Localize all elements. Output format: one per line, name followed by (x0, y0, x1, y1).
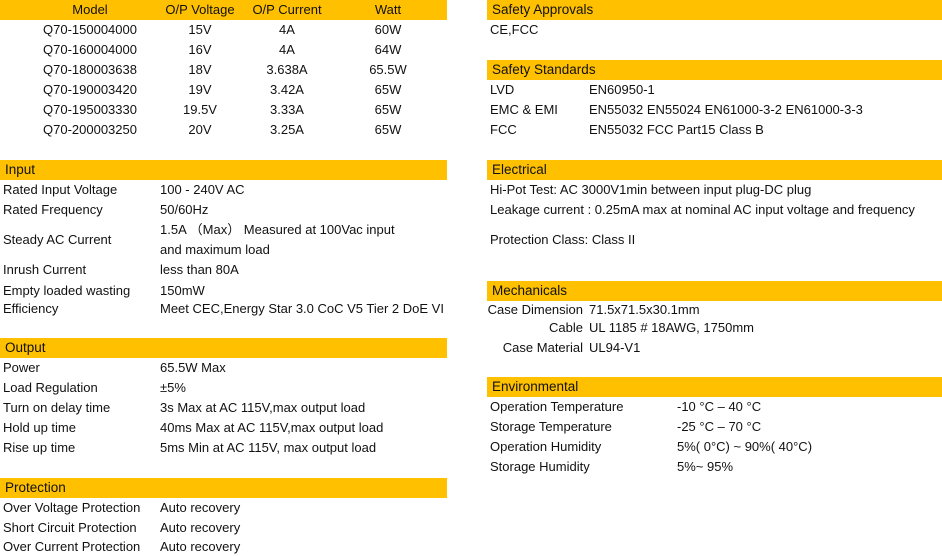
input-label: Rated Frequency (3, 202, 103, 217)
model-cell: Q70-160004000 (43, 42, 137, 57)
column-header: O/P Current (252, 2, 322, 17)
safety_standards-value: EN60950-1 (589, 82, 655, 97)
input-value: Meet CEC,Energy Star 3.0 CoC V5 Tier 2 D… (160, 301, 444, 316)
output-label: Hold up time (3, 420, 76, 435)
environmental-header: Environmental (487, 377, 942, 397)
environmental-label: Operation Temperature (490, 399, 624, 414)
input-value: 150mW (160, 283, 205, 298)
model-cell: 64W (374, 42, 402, 57)
safety_standards-label: EMC & EMI (490, 102, 558, 117)
electrical-row: Hi-Pot Test: AC 3000V1min between input … (490, 182, 812, 197)
electrical-row: Protection Class: Class II (490, 232, 636, 247)
model-cell: 19.5V (183, 102, 217, 117)
mechanicals-label: Cable (549, 320, 583, 335)
input-value-cont: and maximum load (160, 242, 270, 257)
input-value: less than 80A (160, 262, 239, 277)
output-label: Turn on delay time (3, 400, 111, 415)
input-label: Empty loaded wasting (3, 283, 131, 298)
mechanicals-label: Case Material (502, 340, 583, 355)
model-cell: 65W (374, 102, 402, 117)
protection-header: Protection (0, 478, 447, 498)
model-cell: Q70-195003330 (43, 102, 137, 117)
output-label: Power (3, 360, 40, 375)
mechanicals-value: UL 1185 # 18AWG, 1750mm (589, 320, 754, 335)
protection-value: Auto recovery (160, 539, 241, 554)
column-header: Model (72, 2, 108, 17)
output-value: 3s Max at AC 115V,max output load (160, 400, 366, 415)
environmental-value: -10 °C – 40 °C (677, 399, 762, 414)
output-header: Output (0, 338, 447, 358)
model-cell: Q70-190003420 (43, 82, 137, 97)
output-label: Rise up time (3, 440, 76, 455)
protection-label: Short Circuit Protection (3, 520, 137, 535)
input-label: Inrush Current (3, 262, 87, 277)
mechanicals-value: UL94-V1 (589, 340, 641, 355)
model-cell: Q70-180003638 (43, 62, 137, 77)
input-label: Efficiency (3, 301, 59, 316)
model-cell: 65W (374, 122, 402, 137)
input-value: 50/60Hz (160, 202, 209, 217)
model-cell: 3.42A (270, 82, 304, 97)
output-value: ±5% (160, 380, 186, 395)
models-header-bar (0, 0, 447, 20)
model-cell: 65.5W (369, 62, 407, 77)
output-value: 40ms Max at AC 115V,max output load (160, 420, 384, 435)
input-header: Input (0, 160, 447, 180)
input-label: Steady AC Current (3, 232, 112, 247)
electrical-header: Electrical (487, 160, 942, 180)
output-label: Load Regulation (3, 380, 98, 395)
model-cell: 18V (188, 62, 212, 77)
model-cell: 60W (374, 22, 402, 37)
mechanicals-value: 71.5x71.5x30.1mm (589, 302, 700, 317)
model-cell: 65W (374, 82, 402, 97)
model-cell: Q70-200003250 (43, 122, 137, 137)
column-header: O/P Voltage (165, 2, 235, 17)
mechanicals-header: Mechanicals (487, 281, 942, 301)
model-cell: 4A (279, 22, 295, 37)
protection-label: Over Voltage Protection (3, 500, 141, 515)
model-cell: 15V (188, 22, 212, 37)
column-header: Watt (374, 2, 402, 17)
mechanicals-label: Case Dimension (487, 302, 583, 317)
safety_standards-value: EN55032 EN55024 EN61000-3-2 EN61000-3-3 (589, 102, 863, 117)
safety_approvals-row: CE,FCC (490, 22, 539, 37)
environmental-label: Operation Humidity (490, 439, 602, 454)
model-cell: 4A (279, 42, 295, 57)
environmental-label: Storage Humidity (490, 459, 590, 474)
safety_standards-label: FCC (490, 122, 517, 137)
environmental-value: 5%( 0°C) ~ 90%( 40°C) (677, 439, 813, 454)
model-cell: 20V (188, 122, 212, 137)
protection-value: Auto recovery (160, 500, 241, 515)
model-cell: 19V (188, 82, 212, 97)
protection-value: Auto recovery (160, 520, 241, 535)
safety_approvals-header: Safety Approvals (487, 0, 942, 20)
environmental-value: -25 °C – 70 °C (677, 419, 762, 434)
model-cell: Q70-150004000 (43, 22, 137, 37)
output-value: 5ms Min at AC 115V, max output load (160, 440, 377, 455)
model-cell: 3.638A (266, 62, 308, 77)
protection-label: Over Current Protection (3, 539, 141, 554)
input-label: Rated Input Voltage (3, 182, 118, 197)
model-cell: 3.25A (270, 122, 304, 137)
electrical-row: Leakage current : 0.25mA max at nominal … (490, 202, 915, 217)
environmental-value: 5%~ 95% (677, 459, 734, 474)
output-value: 65.5W Max (160, 360, 226, 375)
environmental-label: Storage Temperature (490, 419, 612, 434)
safety_standards-value: EN55032 FCC Part15 Class B (589, 122, 764, 137)
model-cell: 16V (188, 42, 212, 57)
safety_standards-header: Safety Standards (487, 60, 942, 80)
model-cell: 3.33A (270, 102, 304, 117)
safety_standards-label: LVD (490, 82, 515, 97)
input-value: 1.5A （Max） Measured at 100Vac input (160, 222, 395, 237)
input-value: 100 - 240V AC (160, 182, 245, 197)
